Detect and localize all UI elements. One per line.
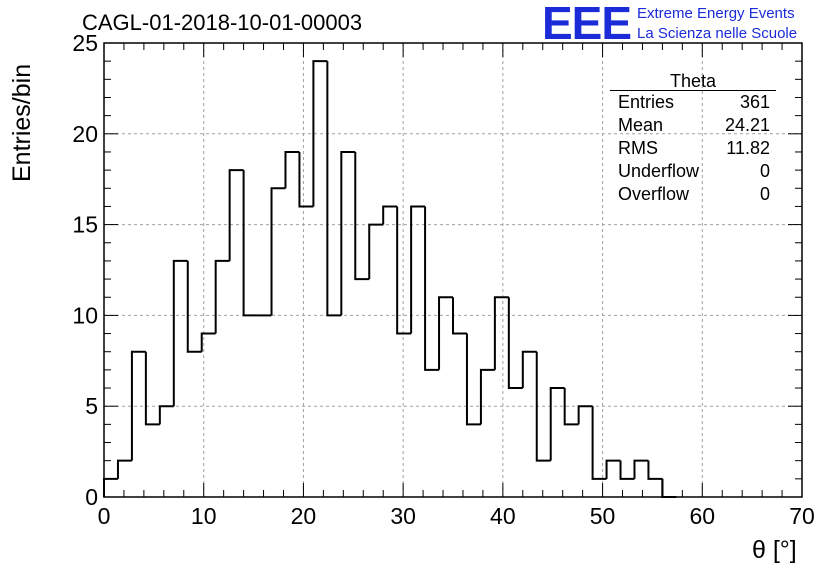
histogram-bin [186, 260, 202, 353]
stats-row-entries: Entries 361 [610, 91, 776, 114]
y-tick-label: 15 [72, 212, 98, 238]
stats-box: Theta Entries 361 Mean 24.21 RMS 11.82 U… [610, 72, 776, 206]
histogram-bin [284, 150, 300, 189]
stats-label: Entries [618, 92, 675, 112]
y-tick-label: 0 [85, 484, 98, 510]
histogram-bin [521, 350, 537, 389]
stats-value: 0 [759, 161, 770, 181]
stats-row-mean: Mean 24.21 [610, 114, 776, 137]
histogram-bin [591, 406, 607, 480]
histogram-bin [116, 459, 132, 479]
histogram-bin [200, 332, 216, 352]
y-tick-label: 5 [85, 393, 98, 419]
histogram-bin [312, 60, 328, 207]
stats-value: 361 [739, 92, 770, 112]
histogram-bin [382, 205, 398, 225]
histogram-bin [396, 206, 412, 335]
chart-title: CAGL-01-2018-10-01-00003 [82, 10, 363, 35]
histogram-bin [605, 459, 621, 479]
histogram-bin [172, 259, 188, 407]
x-tick-label: 40 [490, 503, 516, 529]
histogram-bin [619, 460, 635, 480]
x-tick-label: 70 [789, 503, 815, 529]
stats-row-rms: RMS 11.82 [610, 137, 776, 160]
stats-label: Underflow [618, 161, 700, 181]
x-tick-label: 30 [390, 503, 416, 529]
histogram-bin [424, 206, 440, 371]
y-tick-label: 20 [72, 121, 98, 147]
y-tick-label: 25 [72, 30, 98, 56]
histogram-bin [493, 296, 509, 370]
logo-line-2: La Scienza nelle Scuole [637, 25, 798, 42]
y-axis-label: Entries/bin [8, 63, 36, 182]
histogram-bin [242, 170, 258, 317]
x-tick-label: 0 [98, 503, 111, 529]
x-tick-label: 60 [689, 503, 715, 529]
histogram-bin [158, 405, 174, 425]
histogram-bin [633, 459, 649, 479]
histogram-bin [647, 460, 663, 480]
histogram-bin [507, 297, 523, 390]
histogram-bin [214, 259, 230, 334]
histogram-bin [479, 368, 495, 425]
stats-row-underflow: Underflow 0 [610, 160, 776, 183]
histogram-bin [130, 350, 146, 461]
stats-title: Theta [610, 72, 776, 91]
stats-value: 11.82 [726, 138, 770, 158]
histogram-bin [549, 387, 565, 461]
stats-row-overflow: Overflow 0 [610, 183, 776, 206]
y-tick-label: 10 [72, 302, 98, 328]
histogram-bin [410, 205, 426, 334]
stats-value: 24.21 [724, 115, 770, 135]
histogram-bin [465, 333, 481, 426]
histogram-bin [270, 187, 286, 316]
histogram-bin [340, 150, 356, 316]
histogram-bin [452, 297, 467, 335]
histogram-bin [438, 296, 453, 370]
x-axis-label: θ [°] [752, 536, 797, 564]
histogram-bin [577, 405, 593, 425]
histogram-bin [326, 61, 342, 317]
logo-line-1: Extreme Energy Events [637, 5, 795, 22]
histogram-bin [103, 477, 118, 497]
stats-value: 0 [759, 184, 770, 204]
plot-frame [103, 42, 803, 498]
histogram-bin [661, 478, 677, 498]
histogram-bin [563, 388, 579, 426]
histogram-bin [144, 351, 160, 426]
histogram-bin [535, 351, 551, 462]
eee-logo: EEE [542, 0, 632, 49]
histogram-bin [354, 151, 370, 281]
histogram-bin [228, 169, 244, 261]
x-tick-label: 10 [191, 503, 217, 529]
x-tick-label: 20 [291, 503, 317, 529]
histogram-bin [368, 223, 384, 280]
stats-label: Overflow [618, 184, 690, 204]
logo-text: Extreme Energy Events La Scienza nelle S… [637, 4, 797, 44]
stats-label: RMS [618, 138, 658, 158]
x-tick-label: 50 [590, 503, 616, 529]
histogram-bin [298, 151, 314, 208]
stats-label: Mean [618, 115, 664, 135]
